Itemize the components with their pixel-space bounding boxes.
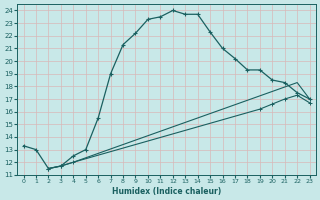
X-axis label: Humidex (Indice chaleur): Humidex (Indice chaleur) xyxy=(112,187,221,196)
